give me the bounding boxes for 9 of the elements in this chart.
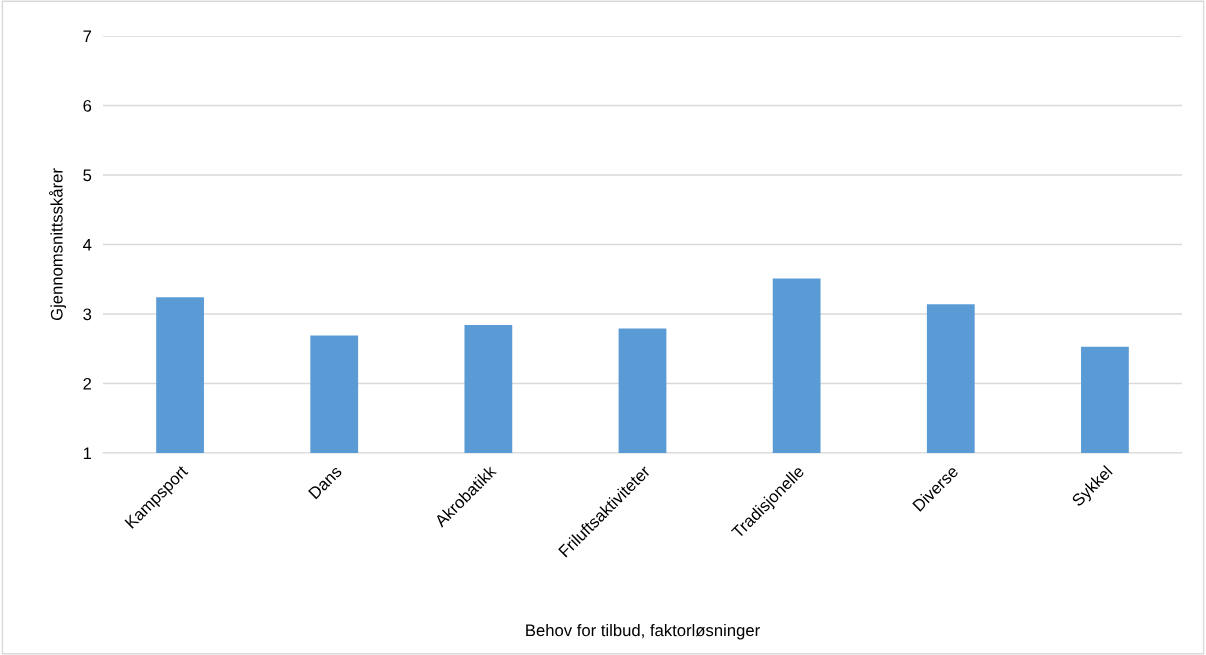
y-tick-label: 6 [83, 99, 92, 112]
y-tick-label: 5 [83, 169, 92, 182]
y-tick-label: 2 [83, 377, 92, 390]
y-tick-label: 3 [83, 308, 92, 321]
y-tick-label: 7 [83, 30, 92, 43]
y-tick-label: 4 [83, 239, 92, 251]
y-axis-title: Gjennomsnittsskårer [49, 168, 66, 321]
x-axis-title: Behov for tilbud, faktorløsninger [526, 623, 760, 640]
y-tick-label: 1 [83, 447, 92, 460]
